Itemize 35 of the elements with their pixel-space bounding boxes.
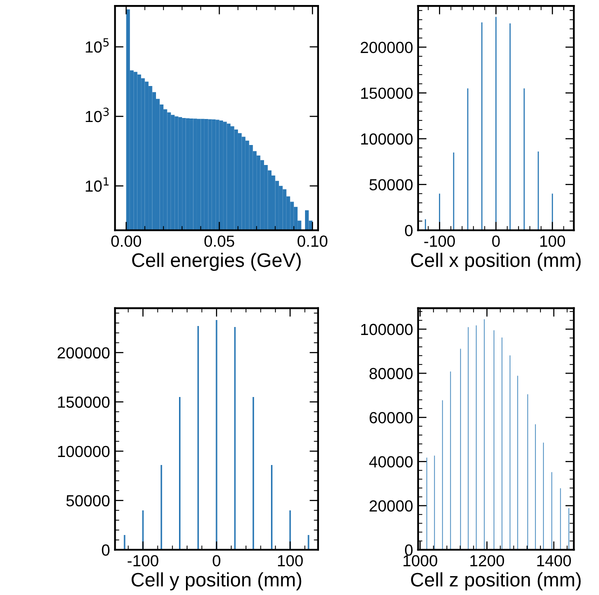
x-tick-label: -100 (128, 555, 158, 566)
x-tick-label: 100 (278, 555, 303, 566)
y-tick-label: 20000 (370, 500, 413, 512)
y-tick-label: 0 (102, 544, 110, 556)
y-tick-label: 150000 (361, 88, 413, 99)
x-tick-label: 1400 (537, 555, 571, 566)
y-tick-label: 10$^{1}$ (86, 177, 109, 192)
y-tick-label: 0 (404, 544, 413, 556)
x-axis-title: Cell x position (mm) (411, 252, 581, 271)
x-tick-label: 0.05 (204, 236, 234, 247)
x-tick-label: 0.10 (298, 236, 328, 247)
y-tick-label: 100000 (58, 446, 110, 458)
x-tick-label: 100 (540, 236, 566, 247)
x-axis-title: Cell y position (mm) (132, 572, 302, 590)
y-tick-label: 50000 (66, 495, 110, 506)
x-tick-label: 1200 (470, 555, 504, 566)
y-tick-label: 100000 (361, 324, 413, 336)
y-tick-label: 10$^{3}$ (86, 108, 109, 122)
y-tick-label: 100000 (361, 133, 413, 145)
y-tick-label: 0 (404, 224, 413, 236)
x-tick-label: 0 (492, 236, 500, 247)
y-tick-label: 150000 (58, 396, 110, 408)
x-axis-title: Cell z position (mm) (411, 572, 581, 590)
y-tick-label: 200000 (58, 347, 110, 359)
x-tick-label: -100 (424, 236, 455, 247)
y-tick-label: 40000 (369, 456, 413, 468)
y-tick-label: 10$^{5}$ (86, 38, 109, 53)
y-tick-label: 60000 (370, 412, 413, 424)
y-tick-label: 80000 (370, 368, 413, 380)
x-tick-label: 0.00 (111, 236, 142, 247)
x-tick-label: 1000 (404, 555, 438, 566)
y-tick-label: 50000 (369, 179, 413, 190)
x-axis-title: Cell energies (GeV) (132, 252, 301, 271)
y-tick-label: 200000 (360, 42, 413, 54)
x-tick-label: 0 (212, 555, 220, 566)
